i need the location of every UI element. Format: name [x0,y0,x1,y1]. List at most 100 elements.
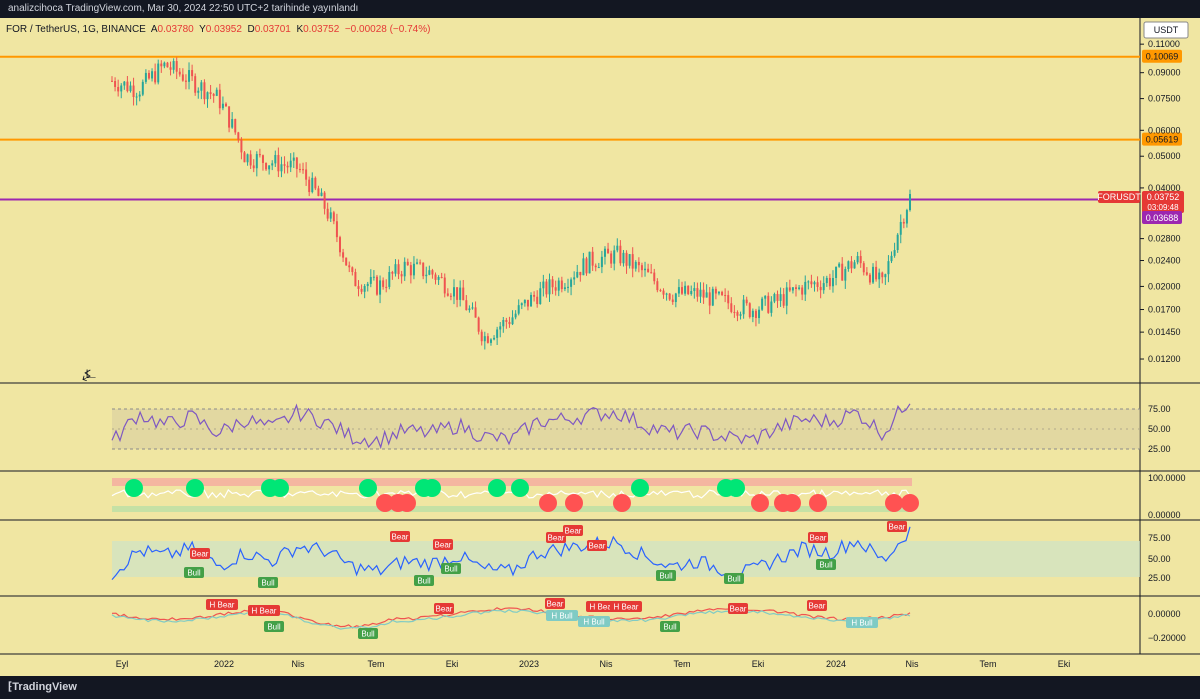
candle-body [542,281,545,289]
chart-area[interactable]: 0.10069 0.05619 FORUSDT 0.03752 03:09:48 0.03… [0,18,1200,676]
candle-body [813,282,816,285]
candle-body [132,85,135,97]
candle-body [496,329,499,338]
currency-button[interactable] [1143,21,1189,39]
divergence-label-bg [610,601,642,612]
candle-body [573,277,576,280]
candle-body [807,281,810,283]
oscillator-line [111,488,911,500]
candle-body [440,277,443,279]
candle-body [114,80,117,87]
price-tick-label: 0.07500 [1148,94,1181,104]
candle-body [221,103,224,109]
divergence-label-bull: Bull [417,577,431,586]
rsi-tick-label: 50.00 [1148,424,1171,434]
time-tick-label: 2023 [519,659,539,669]
divergence-label-bg [656,570,676,581]
divergence-label-bg [724,573,744,584]
candle-body [776,294,779,301]
div-rsi-tick-label: 75.00 [1148,533,1171,543]
candle-body [197,90,200,93]
candle-body [342,252,345,258]
divergence-label-bear: Bear [565,527,582,536]
badge-resistance-top-bg [1142,49,1182,63]
close-value: 0.03752 [303,24,340,35]
time-tick-label: Tem [367,659,384,669]
candle-body [477,317,480,332]
candle-body [828,277,831,287]
candle-body [560,280,563,290]
candle-body [668,293,671,300]
price-tick-label: 0.01200 [1148,354,1181,364]
candle-body [298,168,301,170]
candle-body [730,303,733,312]
candle-body [474,307,477,318]
divergence-label-bg [808,532,828,543]
low-label: D [247,24,255,35]
div-rsi-tick-label: 50.00 [1148,554,1171,564]
candle-body [782,294,785,306]
candle-body [748,303,751,318]
candle-body [462,287,465,301]
candle-body [890,255,893,262]
candle-body [483,336,486,342]
candle-body [431,270,434,275]
candle-body [779,294,782,301]
divergence-label-bg [414,575,434,586]
candle-body [625,252,628,266]
candle-body [659,290,662,292]
candle-body [308,179,311,193]
time-tick-label: Tem [979,659,996,669]
symbol-name[interactable]: FOR / TetherUS, 1G, BINANCE [6,24,146,35]
time-tick-label: Eki [1058,659,1071,669]
candle-body [111,80,113,82]
price-tick-label: 0.06000 [1148,125,1181,135]
candle-body [339,237,341,253]
candle-body [597,267,600,269]
candle-body [671,299,674,303]
divergence-label-bg [587,540,607,551]
footer-bar: ⁅TradingView [0,676,1200,699]
divergence-label-bear: Bear [392,533,409,542]
bull-signal-dot [511,479,529,497]
candle-body [893,250,896,256]
candle-body [745,299,748,304]
badge-resistance-mid-bg [1142,132,1182,146]
tradingview-logo[interactable]: ⁅TradingView [8,681,77,693]
macd-tick-label: 0.00000 [1148,609,1181,619]
divergence-label-bull: Bull [261,579,275,588]
candle-body [400,274,403,277]
bear-signal-dot [809,494,827,512]
divergence-label-bull: Bull [187,569,201,578]
candle-body [274,154,277,164]
bull-signal-dot [359,479,377,497]
macd-line [111,607,911,629]
candle-body [184,80,187,82]
divergence-label-bear: Bear [810,534,827,543]
divergence-label-bear: Bear [730,605,747,614]
divergence-label-bg [184,567,204,578]
time-tick-label: Eyl [116,659,129,669]
bull-signal-dot [186,479,204,497]
candle-body [289,160,292,168]
candle-body [650,272,653,274]
time-tick-label: Eki [446,659,459,669]
candle-body [785,287,788,306]
candle-body [517,305,520,314]
candle-body [585,258,588,274]
divergence-label-bear: Bear [192,550,209,559]
candle-body [819,286,822,291]
rsi-tick-label: 75.00 [1148,404,1171,414]
candle-body [212,94,215,96]
candle-body [126,81,129,92]
candle-body [899,221,902,235]
candle-body [348,265,351,268]
divergence-label-bg [433,539,453,550]
candle-body [191,70,194,77]
time-tick-label: Nis [600,659,613,669]
candle-body [810,281,813,285]
candle-body [607,248,610,254]
divergence-label-bg [358,628,378,639]
rsi-band [112,409,1140,449]
